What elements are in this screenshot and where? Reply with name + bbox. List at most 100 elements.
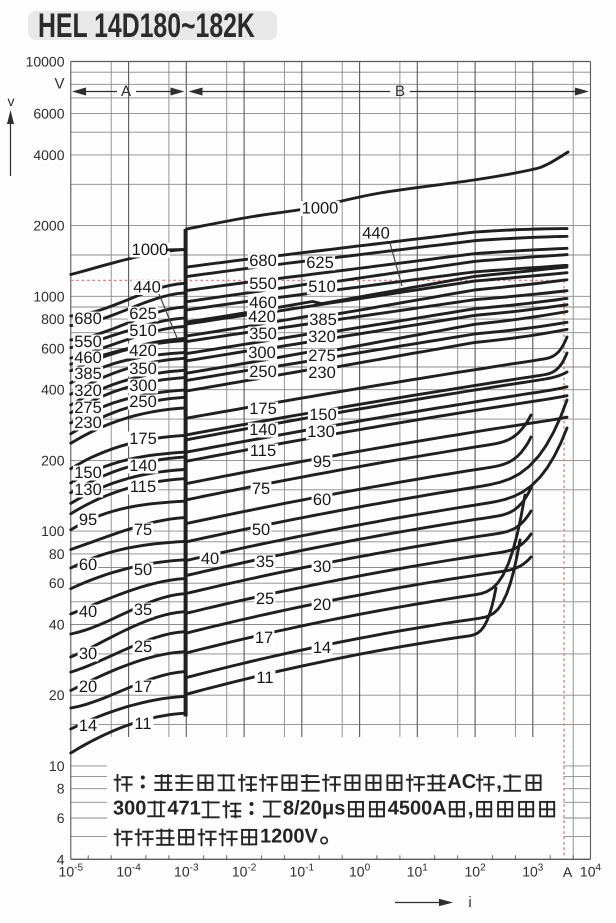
svg-text:800: 800: [41, 311, 65, 327]
svg-text:350: 350: [129, 360, 157, 378]
svg-text:625: 625: [306, 254, 334, 272]
svg-text:625: 625: [129, 305, 157, 323]
svg-text:40: 40: [201, 550, 219, 568]
svg-text:104: 104: [580, 863, 602, 880]
svg-text:4: 4: [57, 851, 65, 867]
svg-text:100: 100: [41, 523, 65, 539]
svg-text:230: 230: [74, 414, 102, 432]
svg-text:115: 115: [250, 442, 276, 460]
svg-text:60: 60: [49, 575, 65, 591]
svg-text:60: 60: [79, 556, 97, 574]
svg-text:25: 25: [134, 638, 152, 656]
svg-text:200: 200: [41, 452, 65, 468]
svg-text:8/20: 8/20: [283, 798, 322, 820]
svg-text:10-5: 10-5: [59, 863, 84, 880]
svg-text:275: 275: [308, 347, 336, 365]
svg-text:,: ,: [468, 797, 474, 820]
svg-text:10-3: 10-3: [174, 863, 199, 880]
svg-text:80: 80: [49, 546, 65, 562]
svg-text:11: 11: [256, 669, 273, 687]
svg-text:680: 680: [249, 252, 277, 270]
svg-text:510: 510: [129, 322, 157, 340]
svg-text:14: 14: [313, 639, 331, 657]
svg-text:150: 150: [309, 406, 337, 424]
svg-text:17: 17: [134, 678, 152, 696]
svg-text:103: 103: [522, 863, 544, 880]
svg-text:300: 300: [129, 377, 157, 395]
svg-text:A: A: [121, 83, 131, 100]
svg-text:175: 175: [129, 430, 157, 448]
svg-text:150: 150: [74, 464, 102, 482]
svg-text:130: 130: [74, 481, 102, 499]
svg-text:10: 10: [49, 758, 65, 774]
svg-text:50: 50: [134, 561, 152, 579]
svg-text:460: 460: [249, 294, 277, 312]
svg-text:i: i: [468, 894, 471, 911]
svg-text:1000: 1000: [132, 241, 169, 259]
svg-text:60: 60: [313, 491, 331, 509]
svg-text:300: 300: [248, 344, 276, 362]
svg-text:385: 385: [74, 365, 102, 383]
svg-text:95: 95: [313, 453, 331, 471]
svg-text:10-2: 10-2: [232, 863, 257, 880]
svg-text:250: 250: [249, 363, 277, 381]
svg-text:320: 320: [308, 328, 336, 346]
svg-text:,: ,: [496, 771, 502, 794]
svg-text:50: 50: [252, 521, 270, 539]
svg-text:10-4: 10-4: [116, 863, 141, 880]
svg-text:14: 14: [79, 717, 97, 735]
svg-text:140: 140: [249, 421, 277, 439]
svg-text:75: 75: [134, 521, 152, 539]
svg-text:2000: 2000: [33, 218, 64, 234]
svg-text:4000: 4000: [33, 147, 64, 163]
svg-text:V: V: [54, 76, 64, 93]
svg-text:350: 350: [249, 325, 277, 343]
svg-text:35: 35: [134, 601, 152, 619]
svg-text:95: 95: [79, 511, 97, 529]
svg-text:8: 8: [57, 781, 65, 797]
svg-text:300: 300: [113, 798, 146, 820]
svg-text:30: 30: [79, 645, 97, 663]
svg-text:1200V: 1200V: [260, 826, 318, 848]
svg-text:102: 102: [465, 863, 487, 880]
svg-text:1000: 1000: [33, 288, 64, 304]
svg-text:20: 20: [79, 678, 97, 696]
svg-text:v: v: [8, 93, 15, 109]
svg-text:275: 275: [74, 399, 102, 417]
svg-text:40: 40: [79, 603, 97, 621]
svg-text:420: 420: [129, 342, 157, 360]
svg-text:510: 510: [308, 278, 336, 296]
svg-text:550: 550: [74, 333, 102, 351]
svg-text:μs: μs: [322, 798, 345, 820]
svg-text:440: 440: [362, 225, 390, 243]
svg-text:230: 230: [308, 364, 336, 382]
svg-text:115: 115: [130, 478, 156, 496]
svg-text:471: 471: [167, 798, 200, 820]
svg-text:B: B: [395, 83, 405, 100]
svg-text:20: 20: [313, 596, 331, 614]
svg-text:30: 30: [313, 558, 331, 576]
svg-text:A: A: [563, 864, 573, 880]
svg-text:440: 440: [133, 279, 161, 297]
svg-text:75: 75: [252, 480, 270, 498]
svg-text:40: 40: [49, 617, 65, 633]
svg-text:6: 6: [57, 810, 65, 826]
svg-text:101: 101: [407, 863, 429, 880]
svg-text:11: 11: [134, 715, 151, 733]
svg-text:25: 25: [256, 590, 274, 608]
svg-text:460: 460: [74, 349, 102, 367]
svg-text:400: 400: [41, 382, 65, 398]
svg-text:4500A: 4500A: [388, 798, 447, 820]
svg-text:320: 320: [74, 382, 102, 400]
svg-text:10-1: 10-1: [290, 863, 315, 880]
svg-text:17: 17: [255, 629, 273, 647]
svg-text:20: 20: [49, 687, 65, 703]
svg-text:550: 550: [249, 275, 277, 293]
svg-text:175: 175: [249, 400, 277, 418]
svg-text:600: 600: [41, 340, 65, 356]
svg-text:6000: 6000: [33, 106, 64, 122]
svg-text:140: 140: [129, 457, 157, 475]
svg-text:AC: AC: [447, 771, 476, 793]
svg-text:100: 100: [349, 863, 371, 880]
svg-text:680: 680: [74, 310, 102, 328]
